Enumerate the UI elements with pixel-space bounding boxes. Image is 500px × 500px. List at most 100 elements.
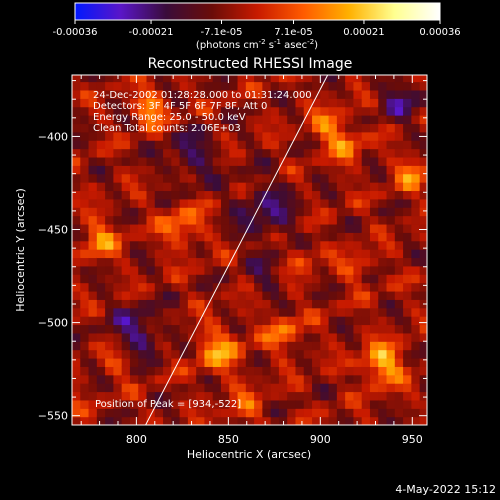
heatmap-cell — [320, 308, 329, 317]
heatmap-cell — [105, 383, 114, 392]
heatmap-cell — [213, 224, 222, 233]
heatmap-cell — [320, 324, 329, 333]
heatmap-cell — [337, 291, 346, 300]
heatmap-cell — [370, 333, 379, 342]
heatmap-cell — [105, 232, 114, 241]
heatmap-cell — [362, 216, 371, 225]
heatmap-cell — [196, 299, 205, 308]
heatmap-cell — [362, 249, 371, 258]
heatmap-cell — [287, 73, 296, 82]
heatmap-cell — [271, 391, 280, 400]
heatmap-cell — [171, 174, 180, 183]
heatmap-cell — [312, 417, 321, 426]
heatmap-cell — [262, 123, 271, 132]
heatmap-cell — [122, 375, 131, 384]
heatmap-cell — [196, 249, 205, 258]
heatmap-cell — [122, 140, 131, 149]
heatmap-cell — [122, 157, 131, 166]
heatmap-cell — [204, 157, 213, 166]
heatmap-cell — [204, 375, 213, 384]
heatmap-cell — [130, 358, 139, 367]
heatmap-cell — [271, 274, 280, 283]
heatmap-cell — [370, 82, 379, 91]
heatmap-cell — [105, 366, 114, 375]
heatmap-cell — [370, 224, 379, 233]
heatmap-cell — [229, 350, 238, 359]
y-tick-label: −550 — [38, 410, 68, 423]
heatmap-cell — [287, 324, 296, 333]
heatmap-cell — [312, 366, 321, 375]
heatmap-cell — [312, 400, 321, 409]
heatmap-cell — [146, 216, 155, 225]
heatmap-cell — [304, 358, 313, 367]
heatmap-cell — [246, 157, 255, 166]
heatmap-cell — [320, 199, 329, 208]
heatmap-cell — [295, 274, 304, 283]
heatmap-cell — [229, 333, 238, 342]
heatmap-cell — [312, 249, 321, 258]
heatmap-cell — [411, 174, 420, 183]
heatmap-cell — [180, 291, 189, 300]
heatmap-cell — [113, 341, 122, 350]
heatmap-cell — [353, 408, 362, 417]
heatmap-cell — [113, 266, 122, 275]
heatmap-cell — [138, 316, 147, 325]
heatmap-cell — [337, 375, 346, 384]
heatmap-cell — [387, 408, 396, 417]
heatmap-cell — [130, 308, 139, 317]
heatmap-cell — [204, 199, 213, 208]
heatmap-cell — [113, 375, 122, 384]
heatmap-cell — [155, 291, 164, 300]
heatmap-cell — [238, 316, 247, 325]
heatmap-cell — [238, 383, 247, 392]
heatmap-cell — [353, 333, 362, 342]
heatmap-cell — [196, 283, 205, 292]
heatmap-cell — [254, 358, 263, 367]
heatmap-cell — [163, 149, 172, 158]
heatmap-cell — [254, 140, 263, 149]
heatmap-cell — [221, 232, 230, 241]
heatmap-cell — [337, 417, 346, 426]
heatmap-cell — [122, 350, 131, 359]
heatmap-cell — [387, 283, 396, 292]
heatmap-cell — [188, 149, 197, 158]
heatmap-cell — [337, 249, 346, 258]
heatmap-cell — [196, 224, 205, 233]
heatmap-cell — [295, 417, 304, 426]
heatmap-cell — [213, 257, 222, 266]
chart-title: Reconstructed RHESSI Image — [148, 56, 353, 72]
heatmap-cell — [130, 257, 139, 266]
heatmap-cell — [337, 207, 346, 216]
heatmap-cell — [146, 249, 155, 258]
heatmap-cell — [72, 383, 81, 392]
heatmap-cell — [138, 308, 147, 317]
heatmap-cell — [213, 291, 222, 300]
heatmap-cell — [72, 82, 81, 91]
heatmap-cell — [329, 316, 338, 325]
heatmap-cell — [221, 341, 230, 350]
heatmap-cell — [271, 157, 280, 166]
heatmap-cell — [295, 299, 304, 308]
heatmap-cell — [387, 115, 396, 124]
heatmap-cell — [337, 241, 346, 250]
heatmap-cell — [353, 417, 362, 426]
heatmap-cell — [353, 123, 362, 132]
heatmap-cell — [122, 182, 131, 191]
heatmap-cell — [295, 199, 304, 208]
heatmap-cell — [221, 274, 230, 283]
heatmap-cell — [320, 115, 329, 124]
heatmap-cell — [155, 375, 164, 384]
heatmap-cell — [229, 299, 238, 308]
heatmap-cell — [287, 417, 296, 426]
colorbar-tick-label: 7.1e-05 — [274, 27, 312, 38]
heatmap-cell — [353, 232, 362, 241]
heatmap-cell — [279, 291, 288, 300]
heatmap-cell — [89, 232, 98, 241]
heatmap-cell — [362, 165, 371, 174]
heatmap-cell — [138, 149, 147, 158]
heatmap-cell — [329, 149, 338, 158]
heatmap-cell — [130, 291, 139, 300]
heatmap-cell — [246, 257, 255, 266]
heatmap-cell — [345, 324, 354, 333]
heatmap-cell — [130, 174, 139, 183]
